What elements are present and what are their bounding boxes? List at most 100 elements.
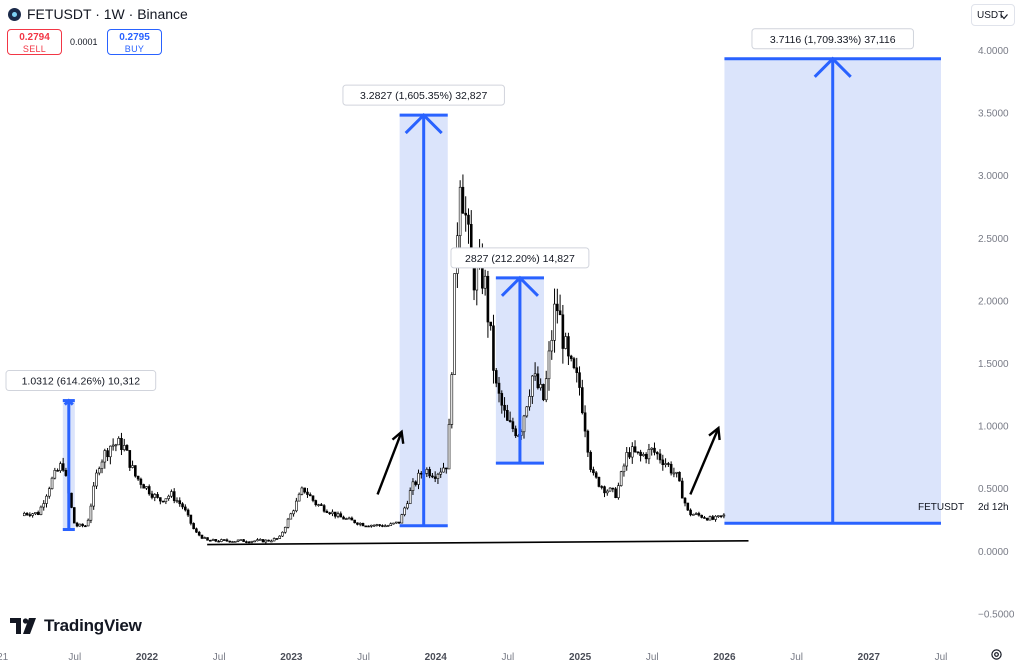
candle-body — [719, 515, 723, 517]
candle-body — [361, 523, 365, 527]
candle-body — [142, 484, 145, 489]
chevron-down-icon — [1000, 14, 1008, 20]
candle-body — [581, 387, 584, 414]
candle-body — [428, 469, 431, 477]
sell-button[interactable]: 0.2794 SELL — [7, 29, 62, 55]
y-axis-tick-label: 0.0000 — [978, 547, 1009, 558]
candle-body — [192, 523, 195, 530]
candle-body — [578, 372, 581, 388]
support-trend-line[interactable] — [207, 539, 749, 546]
candle-body — [617, 485, 620, 498]
candle-body — [683, 497, 687, 504]
candle-body — [178, 500, 182, 505]
candle-body — [650, 447, 654, 450]
candle-body — [572, 358, 576, 369]
candle-body — [97, 468, 101, 474]
candle-body — [411, 481, 415, 491]
candle-body — [367, 525, 370, 528]
candle-body — [694, 513, 698, 515]
x-axis-tick-label: Jul — [357, 652, 370, 663]
candle-body — [708, 516, 712, 521]
candle-body — [275, 538, 279, 540]
gear-icon[interactable] — [990, 648, 1003, 664]
candle-body — [245, 541, 248, 543]
candle-body — [567, 336, 570, 357]
candle-body — [655, 452, 659, 455]
candle-body — [189, 514, 193, 524]
candle-body — [92, 485, 95, 507]
candle-body — [289, 513, 293, 520]
candle-body — [467, 214, 470, 225]
candle-body — [34, 512, 37, 515]
candle-body — [159, 497, 162, 502]
candle-body — [672, 472, 676, 475]
candle-body — [286, 518, 290, 528]
candle-body — [25, 512, 29, 515]
candle-body — [433, 476, 437, 479]
candle-body — [475, 264, 479, 291]
candle-body — [278, 535, 282, 539]
candle-body — [167, 495, 170, 499]
candle-body — [583, 412, 587, 432]
candle-body — [356, 522, 359, 525]
candle-body — [408, 490, 412, 504]
buy-label: BUY — [124, 44, 145, 54]
candle-body — [320, 504, 323, 506]
candle-body — [697, 513, 701, 516]
candle-body — [378, 524, 381, 526]
candle-body — [31, 513, 34, 516]
candle-body — [653, 447, 656, 453]
candle-body — [431, 475, 434, 478]
candle-body — [322, 505, 326, 512]
candle-body — [375, 524, 379, 526]
currency-value: USDT — [977, 10, 1005, 21]
x-axis-tick-label: 2026 — [713, 652, 736, 663]
candle-body — [661, 459, 665, 465]
x-axis-tick-label: 2027 — [858, 652, 881, 663]
candle-body — [47, 488, 51, 497]
candle-body — [325, 510, 329, 514]
y-axis-tick-label: 4.0000 — [978, 46, 1009, 57]
buy-button[interactable]: 0.2795 BUY — [107, 29, 162, 55]
candle-body — [450, 374, 454, 425]
candle-body — [72, 507, 76, 524]
candle-body — [89, 505, 93, 521]
candle-body — [592, 469, 595, 474]
candle-body — [500, 393, 504, 406]
candle-body — [628, 452, 631, 458]
symbol-title[interactable]: FETUSDT · 1W · Binance — [27, 6, 188, 22]
candle-body — [147, 486, 151, 495]
candle-body — [261, 539, 265, 543]
x-axis-tick-label: Jul — [935, 652, 948, 663]
x-axis-tick-label: 2024 — [425, 652, 448, 663]
candle-body — [128, 450, 132, 468]
candle-body — [544, 378, 548, 401]
chart-header: FETUSDT · 1W · Binance — [8, 6, 188, 22]
annotation-arrow[interactable] — [376, 431, 403, 495]
candle-body — [370, 524, 373, 527]
candle-body — [75, 522, 79, 527]
candle-body — [175, 500, 179, 502]
candle-body — [150, 493, 154, 498]
candle-body — [397, 521, 401, 524]
candle-body — [497, 382, 501, 394]
currency-selector[interactable]: USDT — [971, 4, 1015, 26]
measure-arrow-head — [500, 275, 539, 297]
annotation-arrow[interactable] — [689, 427, 720, 495]
tradingview-logo[interactable]: TradingView — [10, 616, 142, 636]
candle-body — [295, 500, 298, 512]
candle-body — [483, 275, 487, 289]
candle-body — [170, 491, 173, 497]
candle-body — [586, 430, 590, 453]
candle-body — [345, 518, 348, 520]
candle-body — [336, 513, 340, 517]
candle-body — [42, 503, 46, 508]
candle-body — [444, 467, 448, 470]
measure-arrow-head — [63, 398, 74, 406]
measure-label-box — [5, 370, 157, 392]
candle-body — [547, 350, 551, 380]
candle-body — [56, 470, 59, 472]
candle-body — [539, 384, 542, 389]
candle-body — [53, 470, 57, 479]
